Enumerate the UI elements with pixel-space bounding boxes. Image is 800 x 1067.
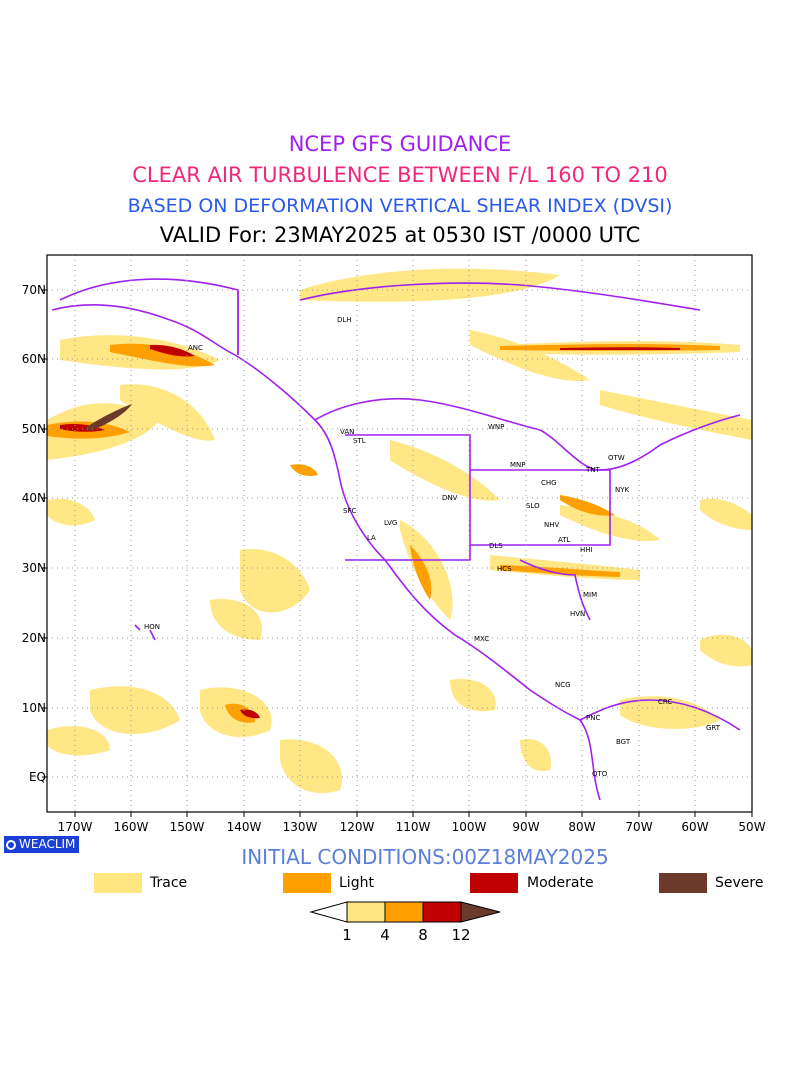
city-label: BGT xyxy=(616,738,631,746)
city-label: DNV xyxy=(442,494,458,502)
axis-ticks xyxy=(42,289,753,817)
lat-label: 40N xyxy=(21,491,46,505)
city-label: NHV xyxy=(544,521,560,529)
city-label: CHG xyxy=(541,479,557,487)
city-label: LA xyxy=(367,534,376,542)
colorbar-trace xyxy=(346,901,386,923)
valid-time: VALID For: 23MAY2025 at 0530 IST /0000 U… xyxy=(159,223,641,247)
lon-label: 130W xyxy=(282,820,318,834)
coastlines xyxy=(51,278,741,801)
colorbar-tick: 1 xyxy=(342,926,352,944)
chart-subtitle-index: BASED ON DEFORMATION VERTICAL SHEAR INDE… xyxy=(127,195,673,217)
city-label: LVG xyxy=(384,519,397,527)
moderate-areas xyxy=(60,344,680,719)
lat-label: 50N xyxy=(21,422,46,436)
city-label: SLO xyxy=(526,502,540,510)
weaclim-logo: WEACLIM xyxy=(4,836,80,853)
colorbar-high-arrow xyxy=(460,901,501,923)
legend-swatch-severe xyxy=(659,873,707,893)
map-frame xyxy=(46,254,753,813)
legend-swatch-trace xyxy=(94,873,142,893)
colorbar-tick: 4 xyxy=(380,926,390,944)
lat-label: 10N xyxy=(21,701,46,715)
legend-label-light: Light xyxy=(339,875,374,891)
city-label: ANC xyxy=(188,344,203,352)
city-label: VAN xyxy=(340,428,354,436)
legend-swatch-light xyxy=(283,873,331,893)
city-label: HCS xyxy=(497,565,512,573)
city-label: NYK xyxy=(615,486,630,494)
city-label: MNP xyxy=(510,461,526,469)
city-label: STL xyxy=(353,437,366,445)
city-label: DLH xyxy=(337,316,352,324)
colorbar xyxy=(309,901,501,923)
severe-areas xyxy=(85,404,132,431)
lon-label: 80W xyxy=(568,820,596,834)
lon-label: 170W xyxy=(57,820,93,834)
city-label: HHI xyxy=(580,546,593,554)
chart-subtitle-turbulence: CLEAR AIR TURBULENCE BETWEEN F/L 160 TO … xyxy=(132,163,668,187)
city-labels: ANC HON VAN STL SFC LA LVG DNV DLS HCS M… xyxy=(144,316,721,778)
lat-label: 20N xyxy=(21,631,46,645)
city-label: CRC xyxy=(658,698,672,706)
lat-label: EQ xyxy=(28,770,46,784)
city-label: NCG xyxy=(555,681,571,689)
city-label: HVN xyxy=(570,610,585,618)
chart-title: NCEP GFS GUIDANCE xyxy=(288,132,512,156)
legend-swatch-moderate xyxy=(470,873,518,893)
city-label: DLS xyxy=(489,542,503,550)
city-label: ATL xyxy=(558,536,571,544)
lat-label: 30N xyxy=(21,561,46,575)
legend-label-trace: Trace xyxy=(150,875,188,891)
lon-label: 50W xyxy=(738,820,766,834)
brand-name: WEACLIM xyxy=(19,837,76,851)
colorbar-tick: 8 xyxy=(418,926,428,944)
lon-label: 90W xyxy=(512,820,540,834)
legend-label-moderate: Moderate xyxy=(527,875,594,891)
city-label: TNT xyxy=(585,466,601,474)
city-label: MXC xyxy=(474,635,489,643)
lon-label: 150W xyxy=(169,820,205,834)
lat-label: 60N xyxy=(21,352,46,366)
lon-label: 110W xyxy=(395,820,431,834)
lon-label: 160W xyxy=(113,820,149,834)
colorbar-light xyxy=(384,901,424,923)
lon-label: 100W xyxy=(451,820,487,834)
colorbar-low-arrow xyxy=(309,901,348,923)
lon-label: 70W xyxy=(625,820,653,834)
city-label: HON xyxy=(144,623,160,631)
colorbar-tick: 12 xyxy=(451,926,471,944)
initial-conditions: INITIAL CONDITIONS:00Z18MAY2025 xyxy=(241,845,609,869)
lat-label: 70N xyxy=(21,283,46,297)
city-label: SFC xyxy=(343,507,356,515)
colorbar-moderate xyxy=(422,901,462,923)
city-label: PNC xyxy=(586,714,600,722)
city-label: QTO xyxy=(592,770,608,778)
city-label: GRT xyxy=(706,724,721,732)
lon-label: 60W xyxy=(681,820,709,834)
legend-label-severe: Severe xyxy=(715,875,764,891)
lon-label: 120W xyxy=(339,820,375,834)
city-label: MIM xyxy=(583,591,597,599)
city-label: WNP xyxy=(488,423,504,431)
city-label: OTW xyxy=(608,454,625,462)
lon-label: 140W xyxy=(226,820,262,834)
logo-ring-icon xyxy=(6,839,16,850)
